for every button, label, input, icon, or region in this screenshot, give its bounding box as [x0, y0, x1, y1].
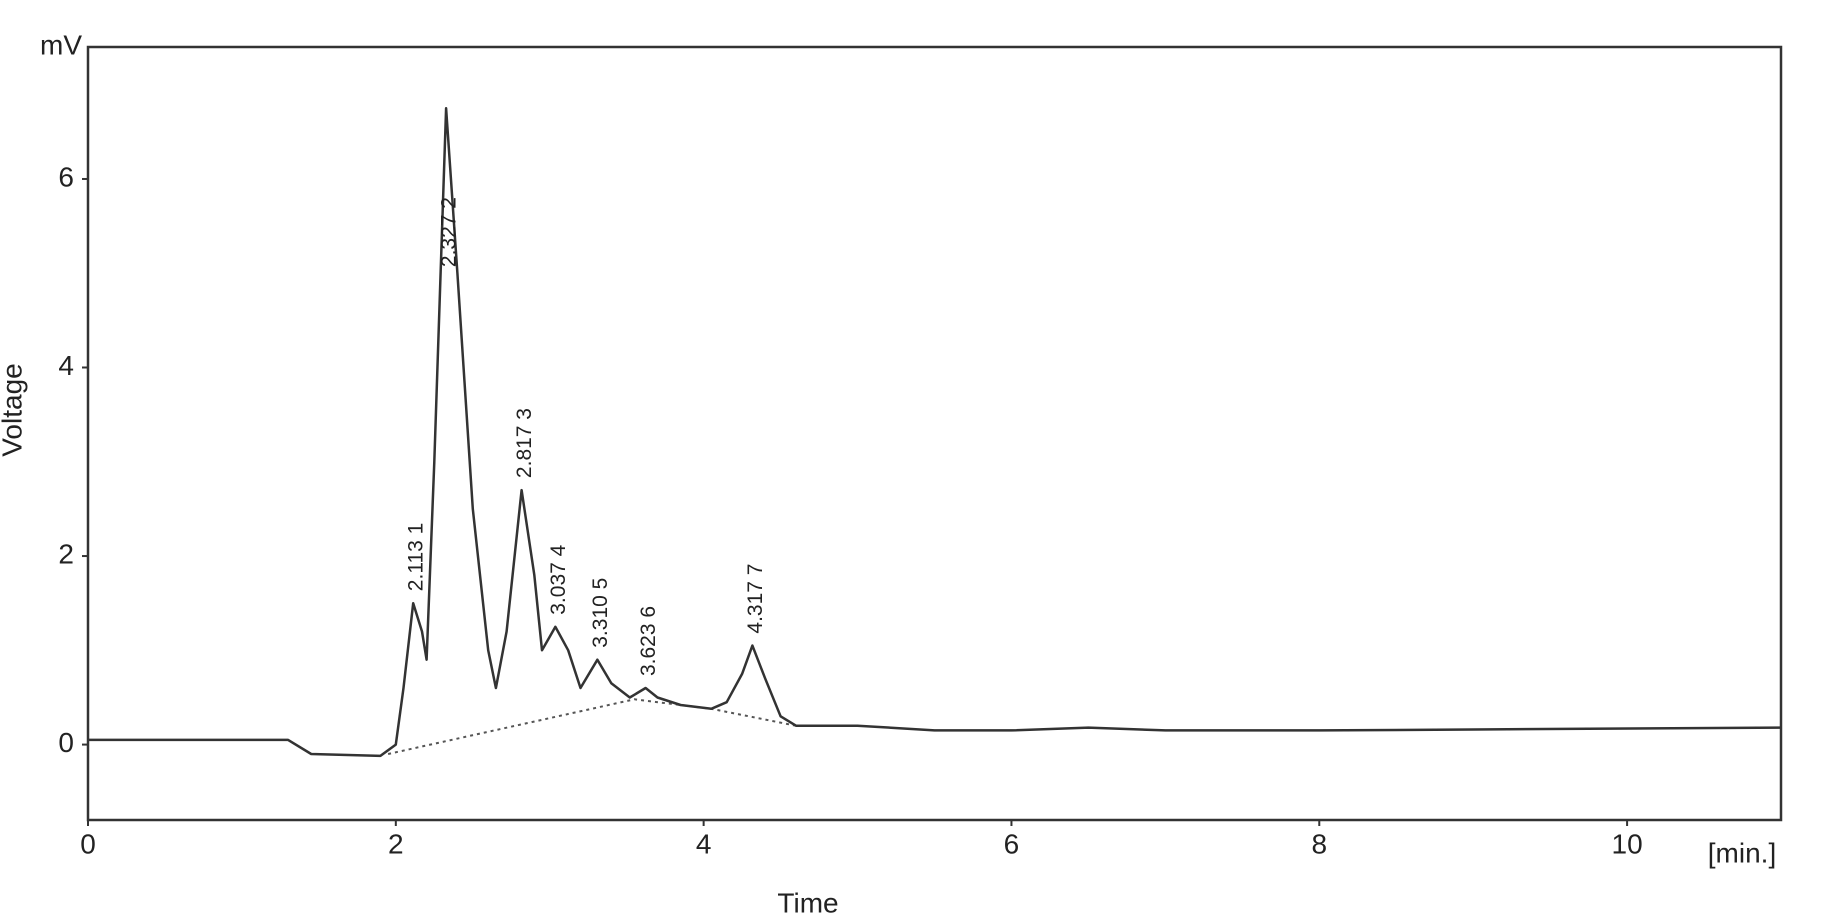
peak-label: 2.327 2: [438, 197, 461, 267]
plot-frame: [86, 45, 1783, 822]
x-tick-label: 2: [388, 828, 404, 859]
y-tick-label: 6: [58, 161, 74, 192]
peak-label: 2.113 1: [405, 523, 428, 592]
y-unit: mV: [40, 29, 82, 60]
peak-label: 2.817 3: [513, 408, 536, 478]
y-tick-label: 4: [58, 350, 74, 381]
peak-label: 4.317 7: [744, 564, 767, 634]
x-unit: [min.]: [1708, 837, 1776, 868]
x-axis-label: Time: [777, 887, 838, 916]
peak-label: 3.623 6: [637, 606, 660, 676]
x-tick-label: 8: [1311, 828, 1327, 859]
peak-label: 3.310 5: [589, 578, 612, 648]
x-tick-label: 6: [1004, 828, 1020, 859]
y-tick-label: 0: [58, 727, 74, 758]
x-tick-label: 10: [1612, 828, 1643, 859]
y-tick-label: 2: [58, 538, 74, 569]
y-axis-label: Voltage: [0, 363, 27, 456]
baseline: [387, 698, 797, 755]
x-tick-label: 0: [80, 828, 96, 859]
x-tick-label: 4: [696, 828, 712, 859]
signal-line: [88, 107, 1782, 758]
peak-label: 3.037 4: [547, 544, 570, 614]
